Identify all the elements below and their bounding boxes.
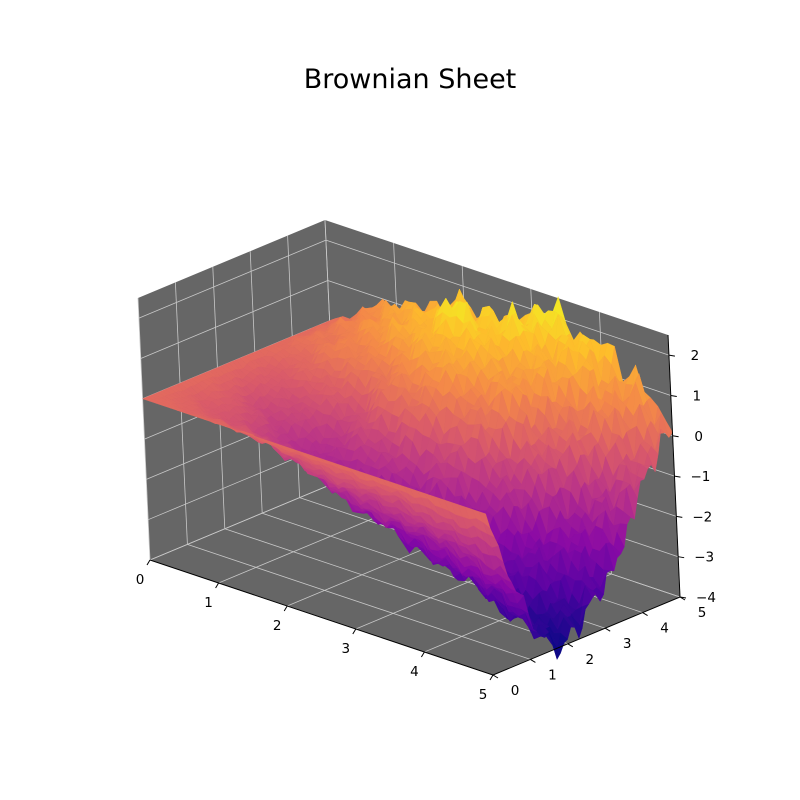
gridline-z-back [325,239,670,356]
x-tick-label: 4 [410,664,419,680]
z-tick-label: 1 [692,388,701,404]
x-tick-mark [283,605,288,612]
z-tick-mark [676,515,683,518]
x-axis-line [149,559,494,676]
z-tick-mark [672,435,679,438]
z-tick-label: −4 [696,590,716,606]
gridline-y-floor [187,544,531,660]
z-tick-mark [674,475,681,478]
x-tick-mark [215,582,220,589]
gridline-z-left [138,239,327,319]
z-tick-label: −2 [692,509,712,525]
z-tick-mark [670,394,677,397]
z-tick-label: −3 [694,550,714,566]
y-tick-mark [492,674,499,679]
y-tick-label: 4 [660,621,669,637]
x-tick-mark [489,674,494,681]
z-tick-label: 2 [691,348,700,364]
x-tick-label: 5 [479,687,488,703]
z-tick-mark [678,556,685,559]
z-tick-label: −1 [691,469,711,485]
x-tick-label: 0 [136,572,145,588]
y-tick-label: 5 [698,605,707,621]
x-tick-label: 1 [204,595,213,611]
chart-title: Brownian Sheet [304,64,517,95]
y-tick-mark [530,658,536,663]
z-tick-mark [679,596,687,599]
x-tick-mark [420,651,425,658]
gridline-y-left [137,297,151,561]
y-tick-label: 3 [623,636,632,652]
surface-plot [142,288,673,660]
z-axis-line [667,334,681,598]
y-tick-label: 0 [511,683,520,699]
y-tick-mark [642,612,648,617]
y-tick-label: 2 [586,652,595,668]
x-tick-mark [352,628,357,635]
y-tick-mark [604,627,611,632]
axis-lines [149,334,681,676]
gridline-z-left [140,280,328,359]
gridline-z-left [149,481,338,561]
z-tick-label: 0 [694,429,703,445]
x-tick-label: 2 [273,618,282,634]
y-tick-mark [567,643,574,648]
gridline-y-left [175,282,188,545]
x-tick-mark [146,559,151,566]
gridline-y-floor [224,528,568,645]
y-axis-line [492,596,681,676]
z-tick-mark [668,354,676,357]
x-tick-label: 3 [342,641,351,657]
surface-patch [478,511,491,529]
y-tick-label: 1 [548,667,557,683]
